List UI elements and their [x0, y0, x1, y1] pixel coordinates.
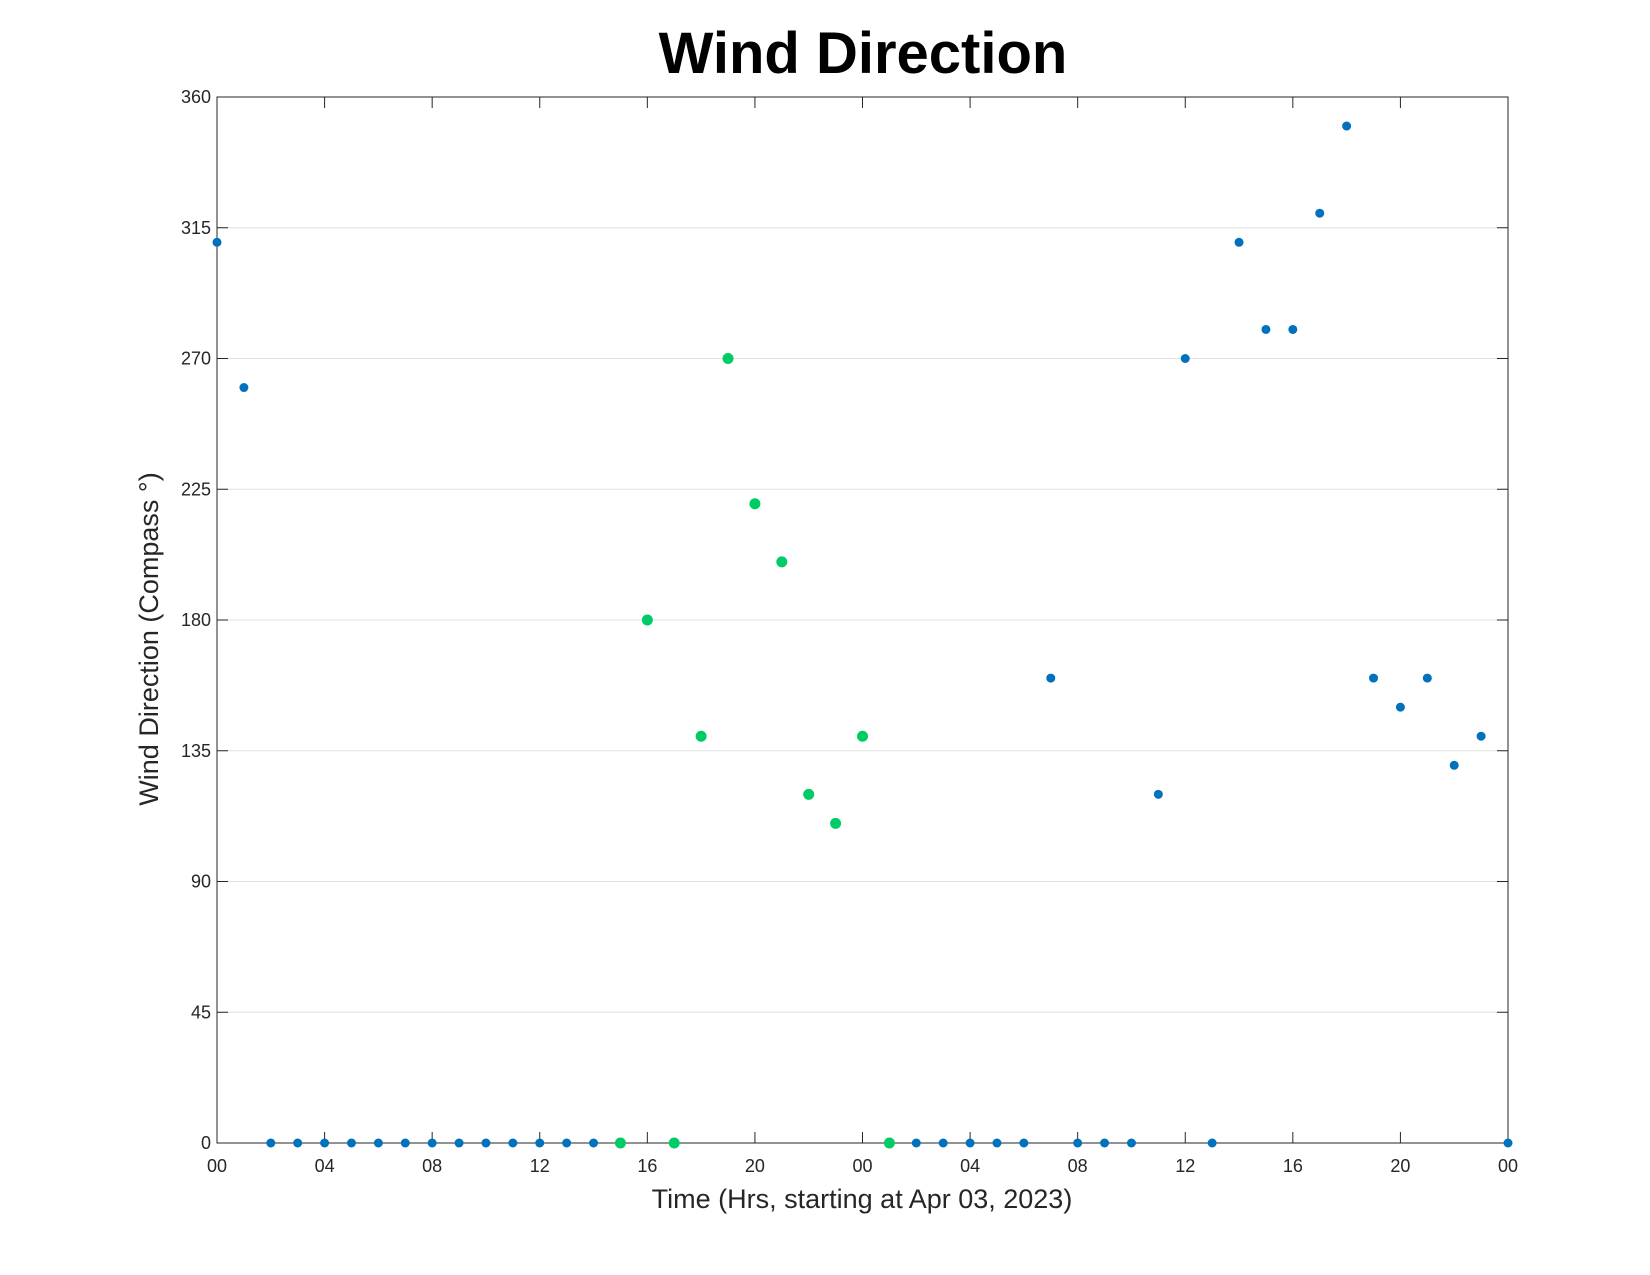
x-tick-label: 00	[1498, 1156, 1518, 1176]
blue-data-point	[1503, 1138, 1513, 1148]
x-tick-label: 04	[315, 1156, 335, 1176]
blue-data-point	[320, 1138, 330, 1148]
y-axis-ticks: 0 45 90 135 180 225 270 315 360	[181, 87, 1508, 1153]
y-axis-title: Wind Direction (Compass °)	[134, 472, 164, 805]
blue-data-point	[239, 383, 249, 393]
blue-data-point	[1288, 324, 1298, 334]
blue-data-point	[1369, 673, 1379, 683]
blue-data-point	[346, 1138, 356, 1148]
blue-data-point	[911, 1138, 921, 1148]
green-data-point	[803, 788, 815, 800]
green-data-point	[830, 817, 842, 829]
x-tick-label: 16	[637, 1156, 657, 1176]
x-tick-label: 08	[422, 1156, 442, 1176]
blue-data-point	[1315, 208, 1325, 218]
y-tick-label: 180	[181, 610, 211, 630]
blue-data-point	[1180, 354, 1190, 363]
green-data-point	[641, 614, 653, 626]
blue-data-point	[508, 1138, 518, 1148]
chart-title: Wind Direction	[659, 21, 1068, 86]
blue-data-point	[1073, 1138, 1083, 1148]
blue-data-point	[1449, 760, 1459, 770]
x-axis-title: Time (Hrs, starting at Apr 03, 2023)	[652, 1184, 1073, 1214]
x-tick-label: 20	[745, 1156, 765, 1176]
blue-data-point	[1342, 121, 1352, 131]
blue-data-point	[400, 1138, 410, 1148]
blue-data-point	[454, 1138, 464, 1148]
blue-data-point	[266, 1138, 276, 1148]
data-points	[212, 121, 1513, 1149]
green-data-point	[749, 498, 761, 510]
x-tick-label: 08	[1068, 1156, 1088, 1176]
y-tick-label: 135	[181, 741, 211, 761]
blue-data-point	[1476, 731, 1486, 741]
blue-data-point	[1422, 673, 1432, 683]
x-tick-label: 04	[960, 1156, 980, 1176]
x-tick-label: 12	[530, 1156, 550, 1176]
x-tick-label: 16	[1283, 1156, 1303, 1176]
y-tick-label: 90	[191, 872, 211, 892]
blue-data-point	[1046, 673, 1056, 683]
blue-data-point	[1207, 1138, 1217, 1148]
y-tick-label: 360	[181, 87, 211, 107]
blue-data-point	[965, 1138, 975, 1148]
green-data-point	[857, 730, 868, 742]
blue-data-point	[938, 1138, 948, 1148]
x-tick-label: 00	[207, 1156, 227, 1176]
blue-data-point	[1126, 1138, 1136, 1148]
blue-data-point	[562, 1138, 572, 1148]
y-tick-label: 315	[181, 218, 211, 238]
blue-data-point	[1153, 789, 1163, 799]
x-tick-label: 20	[1390, 1156, 1410, 1176]
blue-data-point	[373, 1138, 383, 1148]
blue-data-point	[293, 1138, 303, 1148]
blue-data-point	[589, 1138, 599, 1148]
y-tick-label: 0	[201, 1133, 211, 1153]
blue-data-point	[1100, 1138, 1110, 1148]
green-data-point	[695, 730, 707, 742]
y-tick-label: 225	[181, 479, 211, 499]
blue-data-point	[481, 1138, 491, 1148]
green-data-point	[883, 1137, 895, 1149]
green-data-point	[614, 1137, 626, 1149]
blue-data-point	[1395, 702, 1405, 712]
blue-data-point	[427, 1138, 437, 1148]
blue-data-point	[1019, 1138, 1029, 1148]
blue-data-point	[535, 1138, 545, 1148]
green-data-point	[668, 1137, 680, 1149]
blue-data-point	[1234, 237, 1244, 247]
y-tick-label: 45	[191, 1002, 211, 1022]
x-axis-ticks: 00 04 08 12 16 20 00 04 08 12 16 20 00	[207, 97, 1518, 1176]
green-data-point	[776, 556, 788, 568]
blue-data-point	[1261, 324, 1271, 334]
gridlines	[217, 227, 1508, 1013]
blue-data-point	[212, 237, 222, 247]
y-tick-label: 270	[181, 349, 211, 369]
blue-data-point	[992, 1138, 1002, 1148]
x-tick-label: 12	[1175, 1156, 1195, 1176]
green-data-point	[722, 353, 734, 364]
x-tick-label: 00	[852, 1156, 872, 1176]
